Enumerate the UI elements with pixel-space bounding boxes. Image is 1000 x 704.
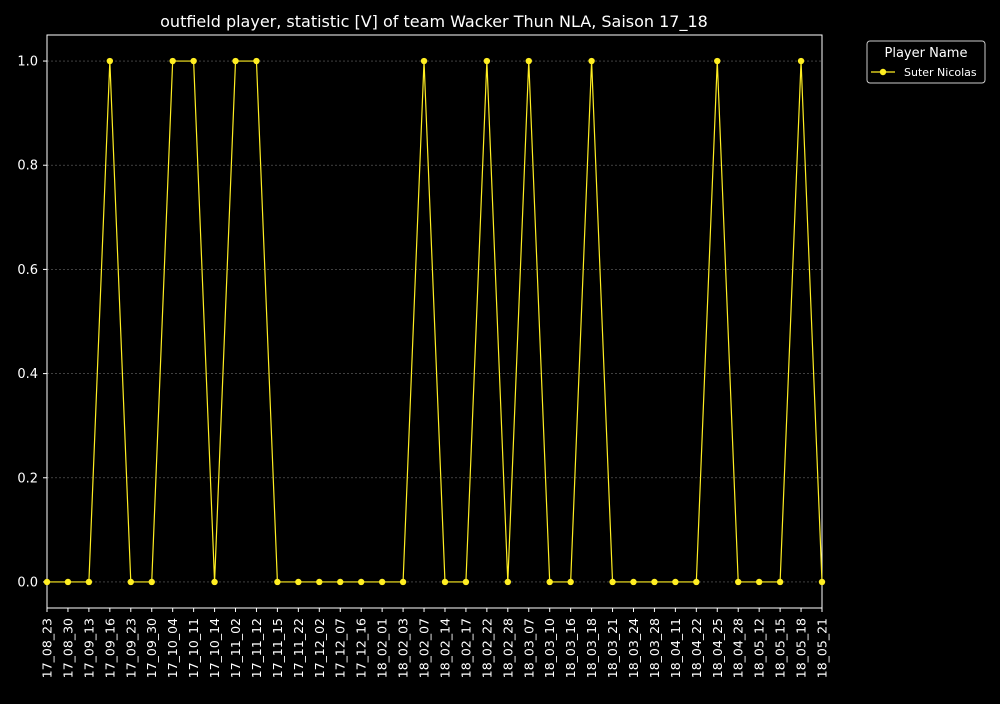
x-tick-label: 17_11_15 (270, 618, 285, 678)
data-point (378, 578, 386, 586)
data-point (232, 57, 239, 65)
x-tick-label: 18_05_15 (773, 618, 788, 678)
data-point (211, 578, 218, 586)
data-point (337, 578, 344, 586)
data-point (127, 578, 134, 586)
legend-frame (866, 40, 986, 84)
data-point (43, 578, 51, 586)
data-point (441, 578, 449, 586)
x-tick-label: 17_09_30 (144, 618, 159, 678)
x-tick-label: 18_03_21 (605, 618, 620, 678)
data-point (253, 57, 260, 65)
x-tick-label: 17_12_02 (312, 618, 327, 678)
data-point (609, 578, 616, 586)
x-tick-label: 18_02_01 (375, 618, 390, 678)
x-tick-label: 18_04_11 (668, 618, 683, 678)
data-point (546, 578, 553, 586)
data-point (630, 578, 637, 586)
plot-frame (46, 34, 823, 609)
x-tick-label: 17_11_12 (249, 618, 264, 678)
x-tick-label: 18_05_12 (752, 618, 767, 678)
data-point (85, 578, 93, 586)
data-point (483, 57, 491, 65)
x-tick-label: 18_03_28 (647, 618, 662, 678)
legend-entry-label: Suter Nicolas (904, 66, 977, 79)
data-point (567, 578, 574, 586)
data-point (672, 578, 679, 586)
x-tick-label: 18_03_18 (584, 618, 599, 678)
legend: Player Name Suter Nicolas (866, 40, 986, 84)
x-tick-label: 18_04_25 (710, 618, 725, 678)
data-point (357, 578, 365, 586)
x-tick-label: 18_04_22 (689, 618, 704, 678)
data-point (64, 578, 72, 586)
data-point (797, 57, 805, 65)
x-tick-label: 18_02_03 (396, 618, 411, 678)
data-point (295, 578, 302, 586)
chart-title: outfield player, statistic [V] of team W… (160, 12, 708, 32)
x-tick-label: 18_02_07 (417, 618, 432, 678)
y-tick-label: 0.2 (17, 471, 38, 486)
x-tick-label: 17_12_07 (333, 618, 348, 678)
x-tick-label: 17_09_16 (102, 618, 117, 678)
x-tick-label: 17_09_13 (81, 618, 96, 678)
data-point (714, 57, 721, 65)
data-point (106, 57, 114, 65)
data-point (274, 578, 281, 586)
x-tick-label: 18_03_07 (521, 618, 536, 678)
data-point (316, 578, 323, 586)
x-tick-label: 17_08_23 (40, 618, 55, 678)
legend-title: Player Name (885, 46, 968, 61)
data-point (776, 578, 784, 586)
series-line (47, 60, 823, 583)
x-tick-label: 17_11_02 (228, 618, 243, 678)
y-tick-label: 0.6 (17, 263, 38, 278)
x-tick-label: 18_02_28 (500, 618, 515, 678)
y-tick-label: 1.0 (17, 55, 38, 70)
data-point (504, 578, 512, 586)
y-tick-label: 0.0 (17, 575, 38, 590)
x-tick-label: 18_04_28 (731, 618, 746, 678)
y-tick-label: 0.8 (17, 159, 38, 174)
data-point (169, 57, 176, 65)
legend-swatch-marker (879, 68, 887, 76)
x-tick-label: 18_03_10 (542, 618, 557, 678)
data-point (462, 578, 470, 586)
axes: 0.0 0.2 0.4 0.6 0.8 1.0 17_08_23 17_08_30 17_09_… (17, 34, 830, 678)
x-tick-label: 18_02_17 (458, 618, 473, 678)
x-tick-label: 17_12_16 (354, 618, 369, 678)
data-point (651, 578, 658, 586)
data-point (190, 57, 197, 65)
x-tick-label: 17_10_04 (165, 618, 180, 678)
x-tick-label: 17_08_30 (60, 618, 75, 678)
data-point (399, 578, 407, 586)
x-tick-label: 18_05_18 (794, 618, 809, 678)
x-tick-label: 17_09_23 (123, 618, 138, 678)
x-tick-label: 17_11_22 (291, 618, 306, 678)
data-point (420, 57, 428, 65)
x-tick-label: 18_02_14 (437, 618, 452, 678)
data-point (735, 578, 742, 586)
x-tick-label: 18_02_22 (479, 618, 494, 678)
series-lines (43, 57, 826, 586)
data-point (148, 578, 155, 586)
data-point (588, 57, 595, 65)
x-tick-label: 18_03_24 (626, 618, 641, 678)
data-point (755, 578, 763, 586)
data-point (693, 578, 700, 586)
y-tick-label: 0.4 (17, 367, 38, 382)
data-point (525, 57, 532, 65)
x-tick-label: 18_03_16 (563, 618, 578, 678)
data-point (818, 578, 826, 586)
x-tick-label: 17_10_14 (207, 618, 222, 678)
x-tick-label: 18_05_21 (815, 618, 830, 678)
x-tick-label: 17_10_11 (186, 618, 201, 678)
